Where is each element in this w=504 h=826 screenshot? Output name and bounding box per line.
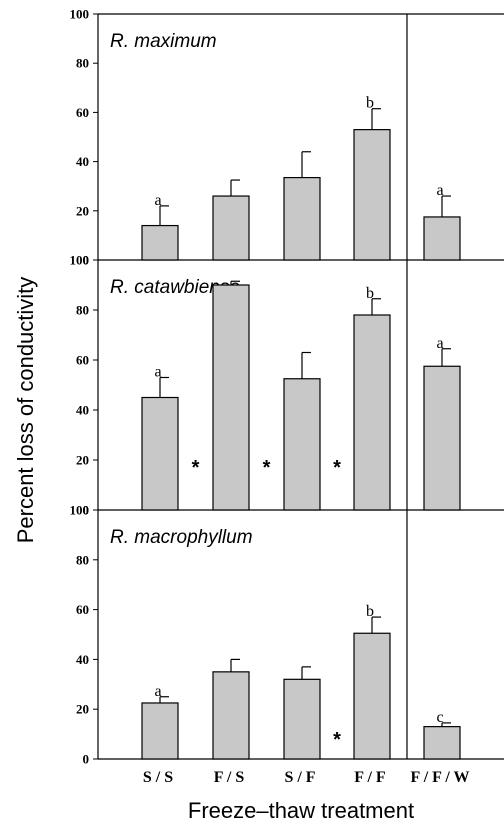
y-tick-label: 60 bbox=[76, 105, 89, 120]
bar bbox=[212, 671, 250, 760]
bar bbox=[353, 632, 391, 760]
chart-panels: 0 20 40 60 80 100 R. maximum a b a 0 20 40 60 80 100 R. … bbox=[70, 7, 504, 767]
x-category-label: F / F / W bbox=[411, 769, 470, 786]
significance-letter: a bbox=[154, 192, 161, 209]
bar bbox=[212, 195, 250, 261]
y-tick-label: 80 bbox=[76, 303, 89, 318]
panel-title: R. maximum bbox=[110, 31, 217, 52]
y-axis-title: Percent loss of conductivity bbox=[13, 277, 38, 544]
asterisk: * bbox=[263, 457, 271, 479]
asterisk: * bbox=[192, 457, 200, 479]
significance-letter: b bbox=[366, 603, 374, 620]
panel-title: R. catawbiense bbox=[110, 277, 240, 298]
bar bbox=[353, 129, 391, 261]
bar bbox=[212, 284, 250, 511]
x-category-labels: S / S F / S S / F F / F F / F / W bbox=[143, 769, 470, 786]
bar bbox=[141, 224, 179, 261]
bar bbox=[283, 378, 321, 511]
y-tick-label: 0 bbox=[83, 503, 90, 518]
bar bbox=[283, 678, 321, 760]
significance-letter: a bbox=[436, 335, 443, 352]
significance-letter: c bbox=[436, 709, 443, 726]
y-tick-label: 40 bbox=[76, 154, 89, 169]
asterisk: * bbox=[333, 457, 341, 479]
y-tick-label: 100 bbox=[70, 7, 90, 22]
significance-letter: a bbox=[154, 364, 161, 381]
x-category-label: F / S bbox=[214, 769, 245, 786]
x-category-label: F / F bbox=[354, 769, 386, 786]
y-tick-label: 0 bbox=[83, 752, 90, 767]
y-tick-label: 100 bbox=[70, 253, 90, 268]
asterisk: * bbox=[333, 729, 341, 751]
panel-3: 0 20 40 60 80 100 R. macrophyllum a b c * bbox=[70, 503, 504, 767]
bar bbox=[423, 216, 461, 261]
bar bbox=[423, 365, 461, 511]
x-category-label: S / F bbox=[284, 769, 315, 786]
significance-letter: b bbox=[366, 95, 374, 112]
y-tick-label: 20 bbox=[76, 203, 89, 218]
significance-letter: a bbox=[154, 683, 161, 700]
bar bbox=[141, 396, 179, 511]
bar bbox=[353, 314, 391, 511]
y-tick-label: 0 bbox=[83, 253, 90, 268]
significance-letter: b bbox=[366, 285, 374, 302]
y-tick-label: 100 bbox=[70, 503, 90, 518]
y-tick-label: 20 bbox=[76, 453, 89, 468]
y-tick-label: 60 bbox=[76, 602, 89, 617]
significance-letter: a bbox=[436, 182, 443, 199]
panel-2: 0 20 40 60 80 100 R. catawbiense a b a * * * bbox=[70, 253, 504, 518]
x-category-label: S / S bbox=[143, 769, 173, 786]
y-tick-label: 40 bbox=[76, 652, 89, 667]
y-tick-label: 60 bbox=[76, 353, 89, 368]
x-axis-title: Freeze–thaw treatment bbox=[188, 798, 414, 823]
panel-1: 0 20 40 60 80 100 R. maximum a b a bbox=[70, 7, 504, 268]
bar bbox=[283, 176, 321, 261]
y-tick-label: 80 bbox=[76, 552, 89, 567]
bar bbox=[423, 726, 461, 760]
panel-title: R. macrophyllum bbox=[110, 527, 253, 548]
y-tick-label: 40 bbox=[76, 403, 89, 418]
y-tick-label: 20 bbox=[76, 702, 89, 717]
bar bbox=[141, 702, 179, 760]
y-tick-label: 80 bbox=[76, 56, 89, 71]
